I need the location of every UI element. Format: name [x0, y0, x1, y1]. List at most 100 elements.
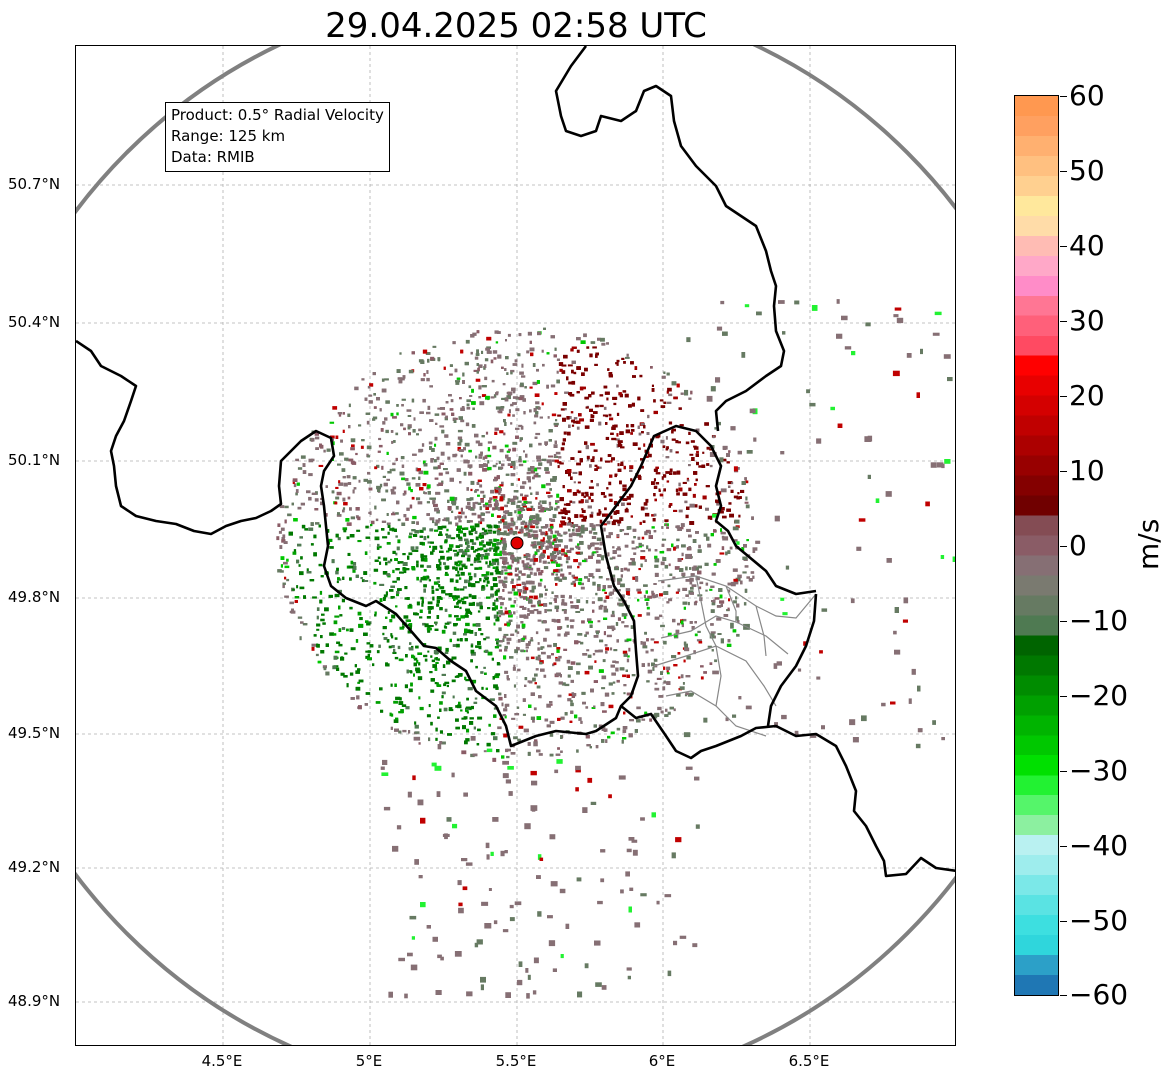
echo-pixel: [677, 588, 681, 592]
echo-pixel: [436, 564, 439, 568]
echo-pixel: [455, 522, 459, 527]
echo-pixel: [654, 572, 659, 577]
echo-pixel: [402, 493, 406, 496]
echo-pixel: [641, 536, 645, 540]
echo-pixel: [625, 429, 630, 434]
echo-pixel: [722, 515, 727, 519]
echo-pixel: [702, 451, 705, 454]
echo-pixel: [530, 352, 534, 357]
echo-pixel: [522, 698, 526, 702]
echo-pixel: [512, 402, 517, 405]
echo-pixel: [449, 373, 453, 376]
echo-pixel: [635, 577, 639, 582]
echo-pixel: [391, 635, 394, 639]
echo-pixel: [502, 383, 506, 386]
echo-pixel: [520, 621, 524, 624]
echo-pixel: [573, 481, 576, 484]
echo-pixel: [391, 614, 396, 619]
echo-pixel: [568, 381, 573, 385]
echo-pixel: [588, 573, 594, 577]
echo-pixel: [364, 703, 368, 706]
echo-pixel: [416, 433, 419, 436]
echo-pixel: [570, 457, 575, 460]
echo-pixel: [478, 385, 482, 390]
echo-pixel: [452, 695, 455, 699]
echo-pixel: [530, 525, 535, 529]
echo-pixel: [443, 707, 448, 712]
echo-pixel: [411, 567, 416, 571]
echo-pixel: [681, 544, 686, 548]
echo-pixel: [429, 625, 434, 627]
echo-pixel: [332, 441, 335, 446]
echo-pixel: [680, 674, 684, 679]
echo-pixel: [609, 647, 613, 651]
echo-pixel: [640, 550, 646, 553]
echo-pixel: [428, 737, 431, 742]
echo-pixel: [480, 512, 485, 516]
echo-pixel: [342, 509, 345, 513]
echo-pixel: [521, 581, 526, 585]
echo-pixel: [549, 488, 552, 491]
echo-pixel: [553, 444, 558, 448]
echo-pixel: [622, 726, 628, 730]
echo-pixel: [485, 532, 489, 535]
echo-pixel: [454, 453, 458, 457]
echo-pixel: [564, 545, 568, 549]
echo-pixel: [395, 568, 400, 571]
echo-pixel: [677, 652, 681, 655]
echo-pixel: [690, 573, 695, 576]
echo-pixel: [454, 497, 458, 501]
echo-pixel: [463, 459, 468, 464]
echo-pixel: [679, 527, 684, 530]
echo-pixel: [483, 529, 488, 533]
echo-pixel: [411, 521, 416, 524]
echo-pixel: [453, 623, 457, 627]
echo-pixel: [433, 650, 439, 654]
echo-pixel: [666, 601, 670, 604]
echo-pixel: [525, 453, 528, 458]
echo-pixel: [411, 351, 415, 355]
echo-pixel: [366, 642, 371, 645]
echo-pixel: [578, 551, 583, 555]
echo-pixel: [587, 654, 592, 658]
echo-pixel: [560, 408, 565, 411]
echo-pixel: [653, 513, 657, 517]
echo-pixel: [583, 495, 586, 498]
echo-pixel: [348, 425, 351, 429]
echo-pixel: [642, 645, 648, 649]
echo-pixel: [530, 466, 535, 470]
echo-pixel: [513, 465, 516, 470]
echo-pixel: [407, 630, 412, 634]
echo-pixel: [415, 549, 419, 552]
echo-pixel: [736, 496, 741, 500]
echo-pixel: [579, 608, 584, 611]
echo-pixel: [530, 544, 535, 547]
echo-pixel: [485, 502, 489, 505]
echo-pixel: [569, 595, 572, 599]
echo-pixel: [433, 459, 437, 463]
echo-pixel: [647, 595, 652, 599]
echo-pixel: [628, 733, 633, 738]
echo-pixel: [500, 519, 503, 523]
echo-pixel: [297, 506, 302, 510]
echo-pixel: [447, 556, 452, 560]
echo-pixel: [468, 506, 471, 511]
echo-pixel: [488, 531, 492, 534]
echo-pixel: [424, 558, 428, 562]
echo-pixel: [631, 547, 637, 550]
echo-pixel: [533, 533, 539, 538]
echo-pixel: [423, 577, 426, 580]
echo-pixel: [570, 582, 574, 585]
echo-pixel: [335, 486, 339, 489]
echo-pixel: [570, 710, 574, 714]
echo-pixel: [567, 364, 573, 367]
echo-pixel: [536, 467, 542, 470]
echo-pixel: [600, 337, 605, 342]
echo-pixel: [546, 459, 552, 464]
echo-pixel: [427, 629, 431, 633]
echo-pixel: [536, 380, 540, 384]
echo-pixel: [477, 728, 481, 732]
radar-map[interactable]: Product: 0.5° Radial Velocity Range: 125…: [75, 45, 956, 1046]
echo-pixel: [525, 649, 528, 653]
echo-pixel: [695, 567, 699, 571]
